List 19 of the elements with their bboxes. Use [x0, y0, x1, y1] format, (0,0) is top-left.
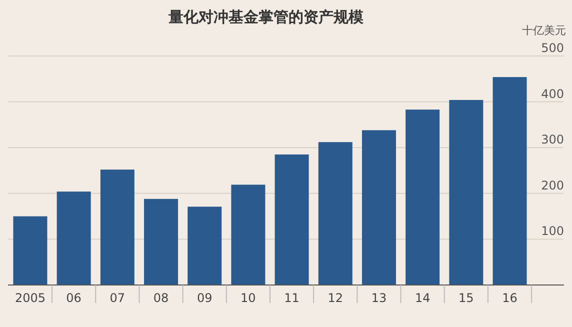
x-tick-label: 09 — [196, 291, 212, 305]
y-tick-label: 100 — [541, 224, 564, 238]
x-tick-label: 13 — [371, 291, 387, 305]
x-tick-label: 07 — [110, 291, 126, 305]
x-tick-label: 2005 — [14, 291, 46, 305]
x-tick-label: 11 — [284, 291, 300, 305]
x-tick-label: 15 — [458, 291, 474, 305]
y-axis-title: 十亿美元 — [522, 24, 566, 37]
chart-title: 量化对冲基金掌管的资产规模 — [168, 8, 364, 26]
y-tick-label: 400 — [541, 86, 564, 101]
x-tick-label: 16 — [502, 291, 518, 305]
y-tick-label: 500 — [541, 41, 564, 55]
x-tick-label: 06 — [66, 291, 82, 305]
x-tick-label: 12 — [328, 291, 344, 305]
x-tick-label: 14 — [414, 291, 430, 305]
x-tick-label: 10 — [240, 291, 256, 305]
x-tick-label: 08 — [153, 291, 169, 305]
y-tick-label: 300 — [541, 132, 564, 147]
y-tick-label: 200 — [541, 178, 564, 192]
